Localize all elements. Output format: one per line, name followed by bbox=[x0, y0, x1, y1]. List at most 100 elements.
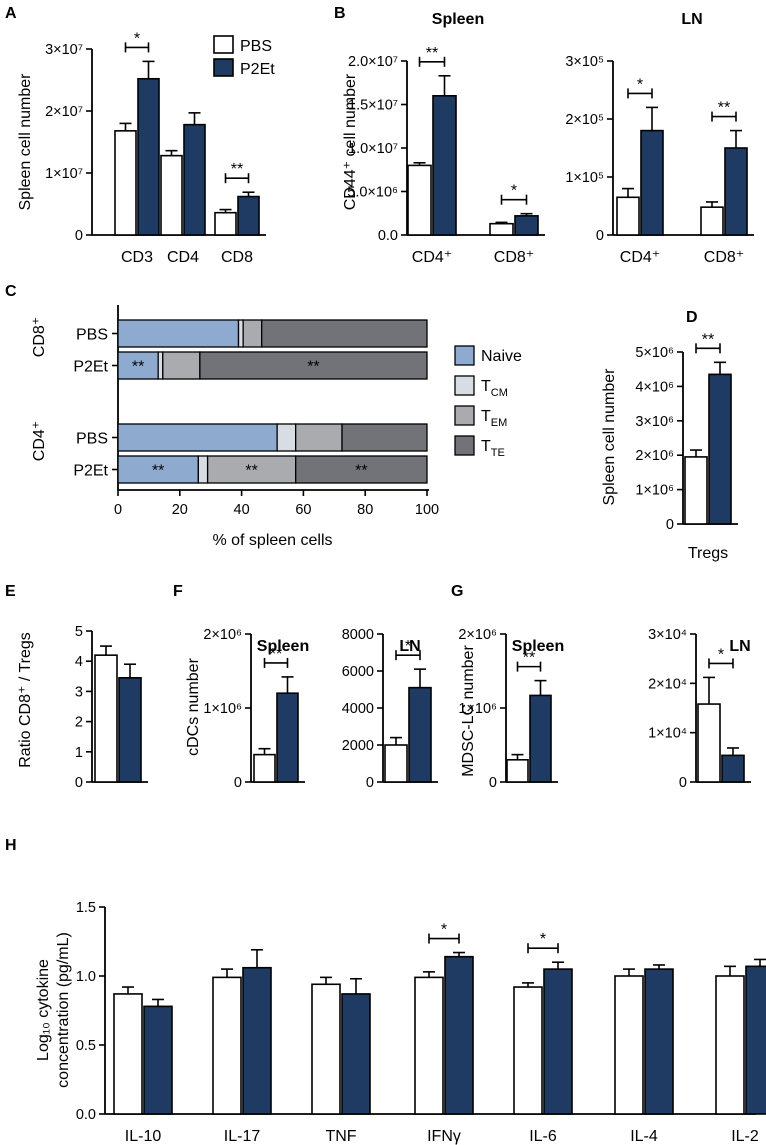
y-tick-label: 0 bbox=[75, 775, 83, 791]
chart-f2: 0 2000 4000 6000 8000 *LN bbox=[342, 627, 438, 791]
segment-t-em bbox=[242, 319, 263, 348]
category-label: Tregs bbox=[688, 545, 728, 562]
x-tick-label: 0 bbox=[114, 502, 122, 518]
category-label: IFNγ bbox=[427, 1128, 461, 1145]
legend-swatch-pbs bbox=[213, 35, 234, 54]
y-axis-label: MDSC-LC number bbox=[460, 645, 477, 777]
significance-marker: ** bbox=[152, 463, 164, 480]
legend-swatch-p2et bbox=[213, 58, 234, 77]
bar-pbs bbox=[700, 206, 724, 236]
bar-p2et bbox=[137, 77, 160, 236]
row-label: P2Et bbox=[73, 359, 108, 376]
significance-marker: ** bbox=[426, 45, 438, 62]
category-label: CD8 bbox=[221, 249, 253, 266]
category-label: CD8⁺ bbox=[704, 249, 744, 266]
bar-pbs bbox=[253, 753, 276, 783]
segment-t-em bbox=[206, 455, 297, 484]
chart-c: C 0 20 40 60 80 100 % of spleen cells CD8⁺ CD4⁺ PB… bbox=[5, 283, 522, 549]
y-tick-label: 6000 bbox=[342, 664, 374, 680]
y-tick-label: 0 bbox=[366, 775, 374, 791]
significance-marker: ** bbox=[718, 100, 730, 117]
category-label: IL-6 bbox=[529, 1128, 557, 1145]
significance-marker: * bbox=[511, 183, 517, 200]
category-label: IL-4 bbox=[630, 1128, 658, 1145]
legend-swatch-t-em bbox=[454, 405, 475, 426]
bar-pbs bbox=[715, 975, 745, 1115]
category-label: CD4 bbox=[167, 249, 199, 266]
category-label: IL-17 bbox=[224, 1128, 261, 1145]
bar-pbs bbox=[407, 164, 432, 236]
row-label: PBS bbox=[76, 431, 108, 448]
y-tick-label: 1×10⁶ bbox=[203, 701, 242, 717]
panel-label: C bbox=[5, 283, 17, 300]
bar-p2et bbox=[640, 129, 664, 236]
bar-pbs bbox=[506, 758, 529, 783]
y-tick-label: 3 bbox=[75, 684, 83, 700]
category-label: IL-2 bbox=[731, 1128, 759, 1145]
significance-marker: * bbox=[718, 646, 724, 663]
legend-label: TEM bbox=[481, 408, 507, 429]
segment-t-te bbox=[261, 319, 428, 348]
bar-p2et bbox=[514, 215, 539, 236]
y-tick-label: 2×10⁶ bbox=[458, 627, 497, 643]
bar-p2et bbox=[444, 955, 474, 1115]
y-tick-label: 0 bbox=[489, 775, 497, 791]
legend-label-sub: TE bbox=[491, 447, 505, 459]
panel-title: Spleen bbox=[432, 11, 484, 28]
y-tick-label: 1×10⁷ bbox=[45, 166, 83, 182]
category-label: CD4⁺ bbox=[620, 249, 660, 266]
segment-naive bbox=[117, 351, 159, 380]
significance-marker: ** bbox=[231, 161, 243, 178]
y-axis-label: Log₁₀ cytokine bbox=[35, 959, 52, 1061]
legend-label-main: T bbox=[481, 408, 491, 425]
legend-label-sub: CM bbox=[491, 387, 508, 399]
significance-marker: * bbox=[637, 76, 643, 93]
bar-p2et bbox=[408, 686, 432, 783]
segment-t-te bbox=[295, 455, 428, 484]
y-axis-label: cDCs number bbox=[185, 657, 202, 755]
y-axis-label: Spleen cell number bbox=[601, 368, 618, 506]
significance-marker: * bbox=[441, 922, 447, 939]
y-tick-label: 1.5×10⁷ bbox=[348, 98, 398, 114]
segment-naive bbox=[117, 423, 278, 452]
x-tick-label: 80 bbox=[357, 502, 373, 518]
y-tick-label: 8000 bbox=[342, 627, 374, 643]
category-label: IL-10 bbox=[125, 1128, 162, 1145]
y-tick-label: 0.5 bbox=[76, 1038, 96, 1054]
bar-p2et bbox=[341, 993, 371, 1115]
category-label: TNF bbox=[325, 1128, 356, 1145]
bar-pbs bbox=[684, 456, 708, 525]
bar-pbs bbox=[616, 196, 640, 236]
bar-pbs bbox=[212, 976, 242, 1115]
significance-marker: ** bbox=[523, 650, 535, 667]
y-tick-label: 1×10⁵ bbox=[565, 170, 604, 186]
bar-pbs bbox=[614, 975, 644, 1115]
y-tick-label: 0 bbox=[666, 517, 674, 533]
bar-pbs bbox=[113, 993, 143, 1115]
y-tick-label: 2×10⁵ bbox=[565, 112, 604, 128]
significance-marker: * bbox=[405, 638, 411, 655]
y-tick-label: 0 bbox=[234, 775, 242, 791]
bar-p2et bbox=[724, 147, 748, 236]
y-tick-label: 0.0 bbox=[76, 1107, 96, 1123]
legend-label: TTE bbox=[481, 438, 505, 459]
significance-marker: ** bbox=[702, 331, 714, 348]
y-tick-label: 4000 bbox=[342, 701, 374, 717]
legend-label-main: T bbox=[481, 378, 491, 395]
y-tick-label: 3×10⁵ bbox=[565, 54, 604, 70]
y-tick-label: 2×10⁶ bbox=[635, 448, 674, 464]
significance-marker: ** bbox=[245, 463, 257, 480]
bar-p2et bbox=[242, 966, 272, 1115]
bar-pbs bbox=[489, 222, 514, 236]
bar-pbs bbox=[384, 744, 408, 783]
bar-p2et bbox=[721, 754, 745, 783]
y-axis-label: Ratio CD8⁺ / Tregs bbox=[17, 632, 34, 768]
bar-p2et bbox=[276, 692, 299, 783]
panel-title: LN bbox=[729, 638, 750, 655]
y-tick-label: 4 bbox=[75, 654, 83, 670]
bar-pbs bbox=[160, 154, 183, 236]
significance-marker: ** bbox=[355, 463, 367, 480]
y-axis-label: CD44⁺ cell number bbox=[342, 73, 359, 210]
